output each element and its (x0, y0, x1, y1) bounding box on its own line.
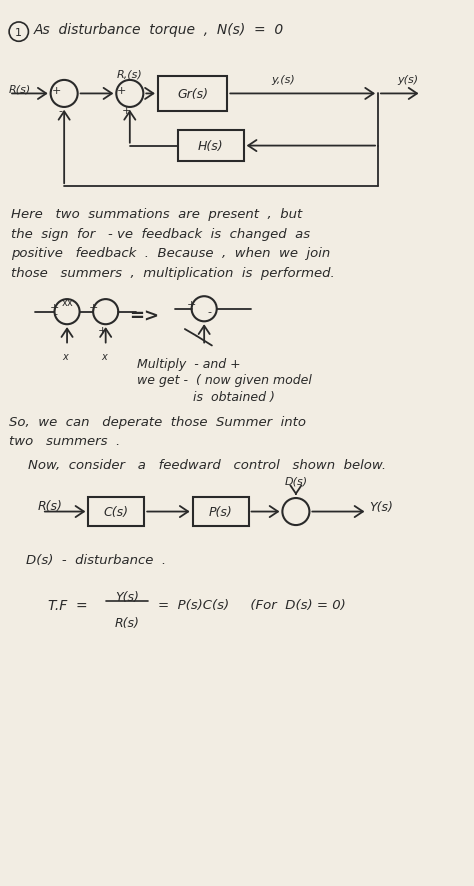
Bar (192, 498, 248, 526)
Text: Multiply  - and +: Multiply - and + (137, 358, 240, 370)
Text: Y(s): Y(s) (115, 590, 139, 603)
Text: =  P(s)C(s)     (For  D(s) = 0): = P(s)C(s) (For D(s) = 0) (158, 599, 346, 611)
Text: So,  we  can   deperate  those  Summer  into: So, we can deperate those Summer into (9, 416, 306, 429)
Text: P(s): P(s) (209, 506, 232, 518)
Text: Y(s): Y(s) (369, 501, 393, 513)
Text: Here   two  summations  are  present  ,  but: Here two summations are present , but (11, 208, 302, 222)
Text: As  disturbance  torque  ,  N(s)  =  0: As disturbance torque , N(s) = 0 (34, 23, 284, 37)
Text: R(s): R(s) (38, 500, 63, 512)
Text: +: + (89, 302, 98, 313)
Text: we get -  ( now given model: we get - ( now given model (137, 374, 311, 387)
Text: x: x (61, 298, 67, 307)
Text: +: + (98, 326, 108, 336)
Bar (158, 77, 228, 112)
Text: +: + (122, 106, 132, 116)
Text: is  obtained ): is obtained ) (137, 391, 274, 403)
Text: two   summers  .: two summers . (9, 435, 120, 447)
Text: Now,  consider   a   feedward   control   shown  below.: Now, consider a feedward control shown b… (28, 459, 387, 472)
Text: =>: => (129, 307, 159, 325)
Text: R,(s): R,(s) (116, 69, 142, 79)
Text: y(s): y(s) (397, 75, 419, 85)
Text: +: + (50, 302, 59, 313)
Text: +: + (187, 299, 196, 309)
Text: those   summers  ,  multiplication  is  performed.: those summers , multiplication is perfor… (11, 267, 335, 280)
Text: x: x (62, 352, 68, 361)
Text: the  sign  for   - ve  feedback  is  changed  as: the sign for - ve feedback is changed as (11, 228, 310, 240)
Text: 1: 1 (15, 27, 22, 37)
Text: x: x (101, 352, 107, 361)
Bar (178, 131, 244, 162)
Text: +: + (52, 85, 61, 96)
Text: D(s): D(s) (284, 477, 308, 486)
Text: H(s): H(s) (198, 140, 224, 153)
Text: R(s): R(s) (9, 85, 31, 95)
Text: positive   feedback  .  Because  ,  when  we  join: positive feedback . Because , when we jo… (11, 246, 330, 260)
Text: +: + (117, 85, 127, 96)
Text: T.F  =: T.F = (48, 599, 87, 613)
Text: -: - (54, 309, 57, 319)
Text: Gr(s): Gr(s) (177, 88, 208, 101)
Text: R(s): R(s) (115, 616, 139, 629)
Text: -: - (207, 307, 211, 316)
Bar (88, 498, 144, 526)
Text: C(s): C(s) (104, 506, 129, 518)
Text: y,(s): y,(s) (271, 75, 294, 85)
Text: D(s)  -  disturbance  .: D(s) - disturbance . (26, 554, 165, 566)
Text: -: - (58, 106, 62, 116)
Text: x: x (67, 298, 73, 307)
